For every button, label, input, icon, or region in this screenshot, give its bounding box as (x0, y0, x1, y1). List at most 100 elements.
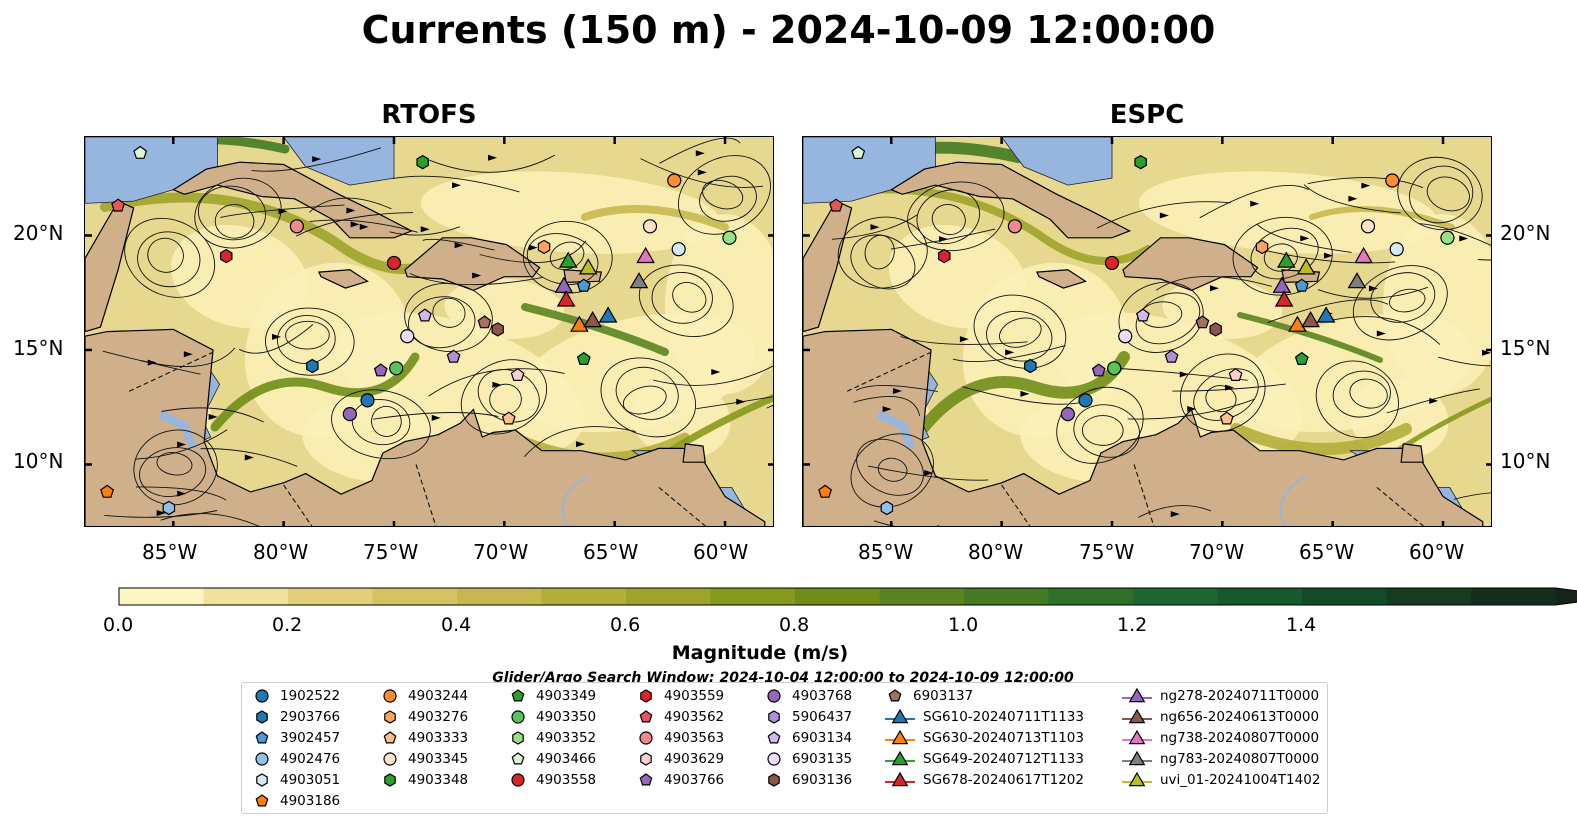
lon-tick-label: 65°W (583, 540, 639, 564)
colorbar-segment (1302, 588, 1387, 605)
legend-label: 6903136 (792, 772, 853, 788)
legend-marker-icon (640, 689, 652, 703)
colorbar-segment (879, 588, 965, 605)
legend-marker-icon (511, 710, 525, 724)
colorbar-segment (1471, 588, 1556, 605)
legend-label: 4903466 (536, 751, 597, 767)
legend-item: 4903558 (508, 770, 596, 790)
colorbar-segment (795, 588, 880, 605)
lat-tick-label: 15°N (13, 336, 64, 360)
legend-marker-icon (768, 773, 780, 787)
legend-label: 4903562 (664, 709, 725, 725)
colorbar-tick-label: 1.0 (948, 614, 979, 636)
legend-item: 4903348 (380, 770, 468, 790)
legend-label: SG630-20240713T1103 (923, 730, 1084, 746)
legend-label: ng656-20240613T0000 (1160, 709, 1320, 725)
map-espc (802, 136, 1492, 527)
legend-marker-icon (256, 773, 268, 787)
legend-item: 4903345 (380, 749, 468, 769)
lat-tick-label: 20°N (1500, 221, 1551, 245)
legend-item: 4903768 (764, 686, 852, 706)
legend-label: 4903352 (536, 730, 597, 746)
legend-marker-icon (1122, 708, 1152, 724)
lat-tick-label: 20°N (13, 221, 64, 245)
legend-item: 4903349 (508, 686, 596, 706)
legend-item: 6903135 (764, 749, 852, 769)
legend-item: 4903766 (636, 770, 724, 790)
legend-item: 6903136 (764, 770, 852, 790)
legend-marker-icon (885, 729, 915, 745)
legend-item: 6903137 (885, 686, 973, 706)
panel-title-rtofs: RTOFS (381, 100, 477, 130)
colorbar-tick-label: 0.8 (779, 614, 810, 636)
colorbar-gradient (118, 587, 1577, 606)
legend-item: 4903466 (508, 749, 596, 769)
colorbar-extend-arrow (1555, 588, 1577, 605)
legend-label: ng738-20240807T0000 (1160, 730, 1320, 746)
legend-item: 4903350 (508, 707, 596, 727)
legend-marker-icon (384, 773, 396, 787)
legend-item: 4903562 (636, 707, 724, 727)
legend-item: uvi_01-20241004T1402 (1122, 770, 1320, 790)
lat-tick-label: 15°N (1500, 336, 1551, 360)
legend-marker-icon (383, 689, 397, 703)
legend-marker-icon (767, 731, 781, 744)
legend-label: 4903333 (408, 730, 469, 746)
legend-label: 4903348 (408, 772, 469, 788)
legend-marker-icon (255, 689, 269, 703)
legend-label: 4903276 (408, 709, 469, 725)
lon-tick-label: 75°W (1079, 540, 1135, 564)
lat-tick-label: 10°N (13, 449, 64, 473)
lon-tick-label: 60°W (1409, 540, 1465, 564)
legend-label: 4903766 (664, 772, 725, 788)
colorbar-segment (372, 588, 458, 605)
legend-marker-icon (1122, 771, 1152, 787)
legend-label: 4903349 (536, 688, 597, 704)
colorbar-tick-label: 0.6 (610, 614, 641, 636)
legend-item: 4903276 (380, 707, 468, 727)
colorbar-segment (1048, 588, 1134, 605)
legend-marker-icon (383, 731, 397, 744)
legend-item: 3902457 (252, 728, 340, 748)
legend-marker-icon (885, 708, 915, 724)
lon-tick-label: 85°W (142, 540, 198, 564)
lon-tick-label: 80°W (968, 540, 1024, 564)
legend-marker-icon (1122, 750, 1152, 766)
colorbar-tick-label: 1.4 (1286, 614, 1317, 636)
legend-label: 4903244 (408, 688, 469, 704)
legend-item: 4903559 (636, 686, 724, 706)
legend-item: SG678-20240617T1202 (885, 770, 1084, 790)
legend-item: 4903051 (252, 770, 340, 790)
legend-item: 6903134 (764, 728, 852, 748)
legend-item: 4903186 (252, 791, 340, 811)
legend-item: SG630-20240713T1103 (885, 728, 1084, 748)
legend-label: 4903186 (280, 793, 341, 809)
legend-label: 4903559 (664, 688, 725, 704)
legend-marker-icon (511, 689, 525, 702)
colorbar-segment (1217, 588, 1303, 605)
colorbar-segment (1386, 588, 1472, 605)
legend-marker-icon (888, 689, 902, 702)
panel-title-espc: ESPC (1109, 100, 1185, 130)
legend-marker-icon (511, 752, 525, 765)
colorbar-tick-label: 1.2 (1117, 614, 1148, 636)
legend-marker-icon (767, 689, 781, 703)
legend-item: 4903563 (636, 728, 724, 748)
legend-marker-icon (885, 750, 915, 766)
legend-marker-icon (383, 752, 397, 766)
legend: 1902522 2903766 3902457 4902476 4903051 49031… (241, 682, 1328, 814)
colorbar-tick-label: 0.4 (441, 614, 472, 636)
legend-label: ng783-20240807T0000 (1160, 751, 1320, 767)
map-canvas (85, 137, 773, 526)
colorbar-segment (288, 588, 373, 605)
lon-tick-label: 65°W (1299, 540, 1355, 564)
legend-marker-icon (767, 752, 781, 766)
legend-label: 4903768 (792, 688, 853, 704)
colorbar-segment (964, 588, 1049, 605)
legend-label: 6903134 (792, 730, 853, 746)
legend-marker-icon (255, 794, 269, 807)
legend-label: uvi_01-20241004T1402 (1160, 772, 1321, 788)
legend-label: 4903558 (536, 772, 597, 788)
legend-marker-icon (255, 752, 269, 766)
legend-label: 4903629 (664, 751, 725, 767)
